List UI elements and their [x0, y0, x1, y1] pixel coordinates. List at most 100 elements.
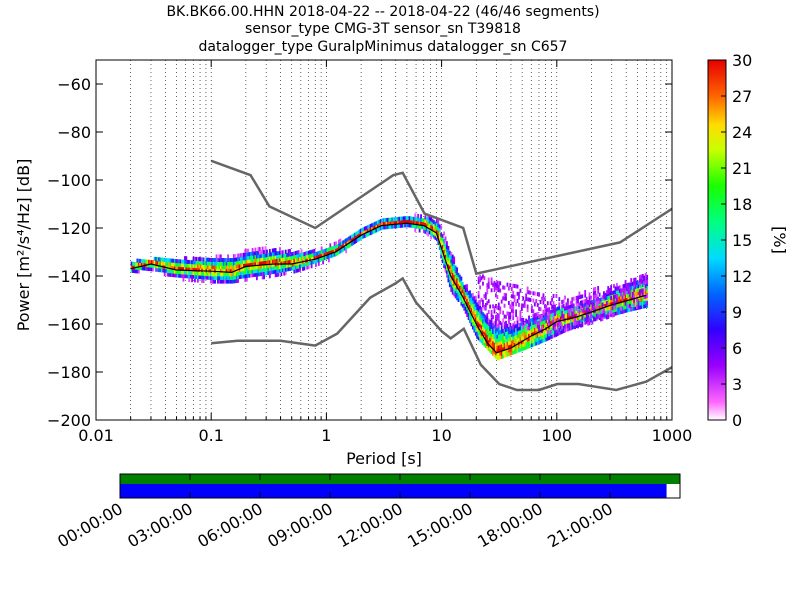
psd-cell — [549, 324, 552, 329]
psd-cell — [499, 330, 502, 335]
psd-cell — [255, 265, 258, 270]
psd-cell — [430, 224, 433, 229]
psd-cell — [441, 233, 444, 238]
psd-cell — [493, 349, 496, 354]
psd-cell — [281, 264, 284, 269]
psd-cell — [290, 266, 293, 271]
psd-cell — [162, 268, 165, 273]
psd-cell — [569, 322, 572, 327]
psd-cell — [263, 250, 265, 255]
psd-cell — [391, 217, 394, 222]
psd-cell — [477, 307, 480, 312]
psd-cell — [437, 223, 440, 228]
psd-cell — [584, 293, 587, 298]
psd-cell — [480, 276, 483, 281]
psd-cell — [139, 266, 142, 271]
psd-cell — [477, 290, 480, 295]
psd-cell — [490, 281, 493, 286]
psd-cell — [320, 250, 323, 255]
psd-cell — [512, 336, 515, 341]
psd-cell — [322, 249, 325, 254]
psd-cell — [529, 340, 532, 345]
psd-cell — [194, 271, 196, 276]
psd-cell — [215, 261, 218, 266]
psd-cell — [289, 263, 291, 268]
psd-cell — [395, 224, 398, 229]
psd-cell — [366, 228, 369, 233]
psd-cell — [440, 239, 443, 244]
psd-cell — [254, 251, 257, 256]
psd-cell — [561, 314, 564, 319]
psd-cell — [276, 265, 278, 270]
psd-cell — [175, 266, 178, 271]
psd-cell — [621, 306, 624, 311]
psd-cell — [530, 328, 533, 333]
psd-cell — [640, 283, 643, 288]
psd-cell — [143, 266, 146, 271]
psd-cell — [149, 267, 152, 272]
psd-cell — [271, 259, 274, 264]
psd-cell — [280, 268, 283, 273]
psd-cell — [428, 230, 431, 235]
psd-cell — [224, 261, 227, 266]
psd-cell — [496, 341, 499, 346]
psd-cell — [453, 256, 456, 261]
x-axis: 0.01 0.1 1 10 100 1000 — [78, 60, 692, 445]
psd-cell — [588, 317, 591, 322]
psd-cell — [529, 322, 532, 327]
psd-cell — [178, 270, 181, 275]
psd-cell — [559, 308, 562, 313]
psd-cell — [447, 278, 450, 283]
psd-cell — [464, 291, 467, 296]
psd-cell — [245, 263, 248, 268]
psd-cell — [418, 224, 421, 229]
psd-cell — [291, 251, 294, 256]
psd-cell — [471, 303, 474, 308]
psd-cell — [232, 268, 235, 273]
psd-cell — [260, 268, 263, 273]
psd-cell — [571, 303, 574, 308]
psd-cell — [368, 228, 371, 233]
psd-cell — [237, 257, 240, 262]
psd-cell — [169, 258, 172, 263]
psd-cell — [152, 267, 155, 272]
psd-cell — [631, 299, 634, 304]
psd-cell — [417, 221, 420, 226]
psd-cell — [515, 342, 517, 347]
psd-cell — [217, 272, 219, 277]
psd-cell — [202, 271, 205, 276]
psd-cell — [617, 307, 620, 312]
psd-cell — [163, 268, 166, 273]
psd-cell — [597, 309, 600, 314]
psd-cell — [505, 320, 507, 325]
psd-cell — [358, 237, 361, 242]
psd-cell — [299, 267, 301, 272]
psd-cell — [169, 269, 172, 274]
psd-cell — [484, 322, 487, 327]
psd-cell — [512, 332, 515, 337]
psd-cell — [588, 315, 591, 320]
x-tick-label: 0.01 — [78, 426, 114, 445]
psd-cell — [546, 315, 549, 320]
psd-cell — [486, 301, 489, 306]
psd-cell — [569, 300, 572, 305]
psd-cell — [224, 265, 227, 270]
psd-cell — [503, 339, 506, 344]
psd-cell — [543, 334, 546, 339]
psd-cell — [147, 263, 150, 268]
psd-cell — [615, 286, 618, 291]
psd-cell — [453, 263, 456, 268]
psd-cell — [369, 223, 372, 228]
psd-cell — [456, 281, 458, 286]
psd-cell — [424, 219, 427, 224]
psd-cell — [206, 261, 209, 266]
psd-cell — [569, 308, 572, 313]
psd-cell — [434, 228, 437, 233]
psd-cell — [628, 307, 631, 312]
psd-cell — [362, 234, 365, 239]
psd-cell — [474, 310, 477, 315]
psd-cell — [384, 218, 386, 223]
psd-cell — [582, 308, 585, 313]
psd-cell — [443, 260, 445, 265]
psd-cell — [158, 260, 160, 265]
